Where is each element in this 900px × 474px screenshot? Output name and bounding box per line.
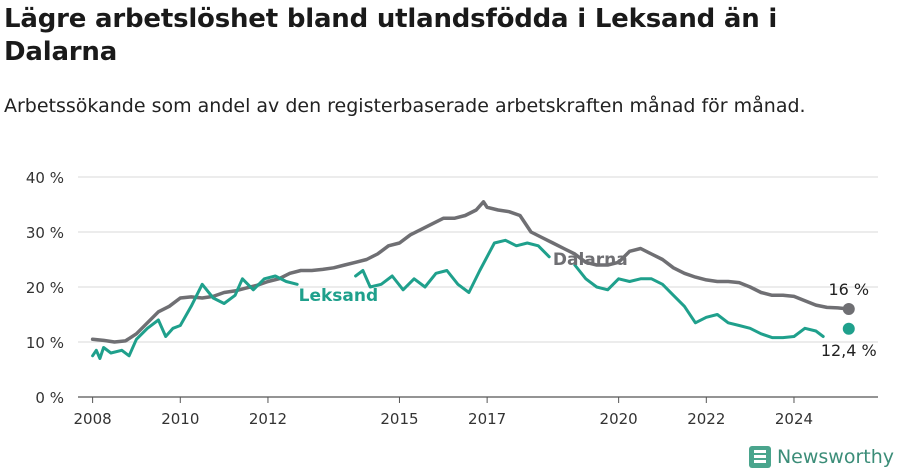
- series-labels: Dalarna Leksand 16 % 12,4 %: [299, 250, 877, 360]
- newsworthy-logo-icon: [748, 446, 771, 468]
- series-lines: [90, 200, 855, 360]
- y-tick-label: 0 %: [35, 389, 64, 407]
- x-tick-label: 2017: [468, 410, 506, 428]
- x-tick-label: 2012: [249, 410, 287, 428]
- grid-lines: [78, 176, 878, 398]
- y-tick-label: 10 %: [26, 334, 64, 352]
- series-line-leksand: [573, 263, 825, 340]
- series-end-point-leksand: [842, 322, 855, 335]
- x-tick-label: 2008: [74, 410, 112, 428]
- x-axis-ticks: 2008 2010 2012 2015 2017 2020 2022 2024: [74, 397, 813, 428]
- x-tick-label: 2020: [600, 410, 638, 428]
- y-axis-ticks: 0 % 10 % 20 % 30 % 40 %: [26, 169, 64, 407]
- series-line-leksand: [91, 274, 299, 360]
- y-tick-label: 30 %: [26, 224, 64, 242]
- x-tick-label: 2010: [161, 410, 199, 428]
- x-tick-label: 2022: [687, 410, 725, 428]
- end-value-dalarna: 16 %: [828, 280, 869, 299]
- y-tick-label: 40 %: [26, 169, 64, 187]
- series-end-point-dalarna: [842, 303, 855, 315]
- chart-title: Lägre arbetslöshet bland utlandsfödda i …: [4, 4, 778, 67]
- series-line-leksand: [354, 238, 551, 294]
- x-tick-label: 2015: [380, 410, 418, 428]
- brand-name: Newsworthy: [776, 446, 894, 468]
- series-line-dalarna: [90, 200, 851, 344]
- y-tick-label: 20 %: [26, 279, 64, 297]
- end-value-leksand: 12,4 %: [821, 341, 877, 360]
- series-label-dalarna: Dalarna: [553, 250, 628, 270]
- chart-subtitle: Arbetssökande som andel av den registerb…: [4, 95, 806, 117]
- x-tick-label: 2024: [775, 410, 813, 428]
- series-label-leksand: Leksand: [299, 286, 379, 306]
- newsworthy-logo[interactable]: Newsworthy: [748, 446, 894, 468]
